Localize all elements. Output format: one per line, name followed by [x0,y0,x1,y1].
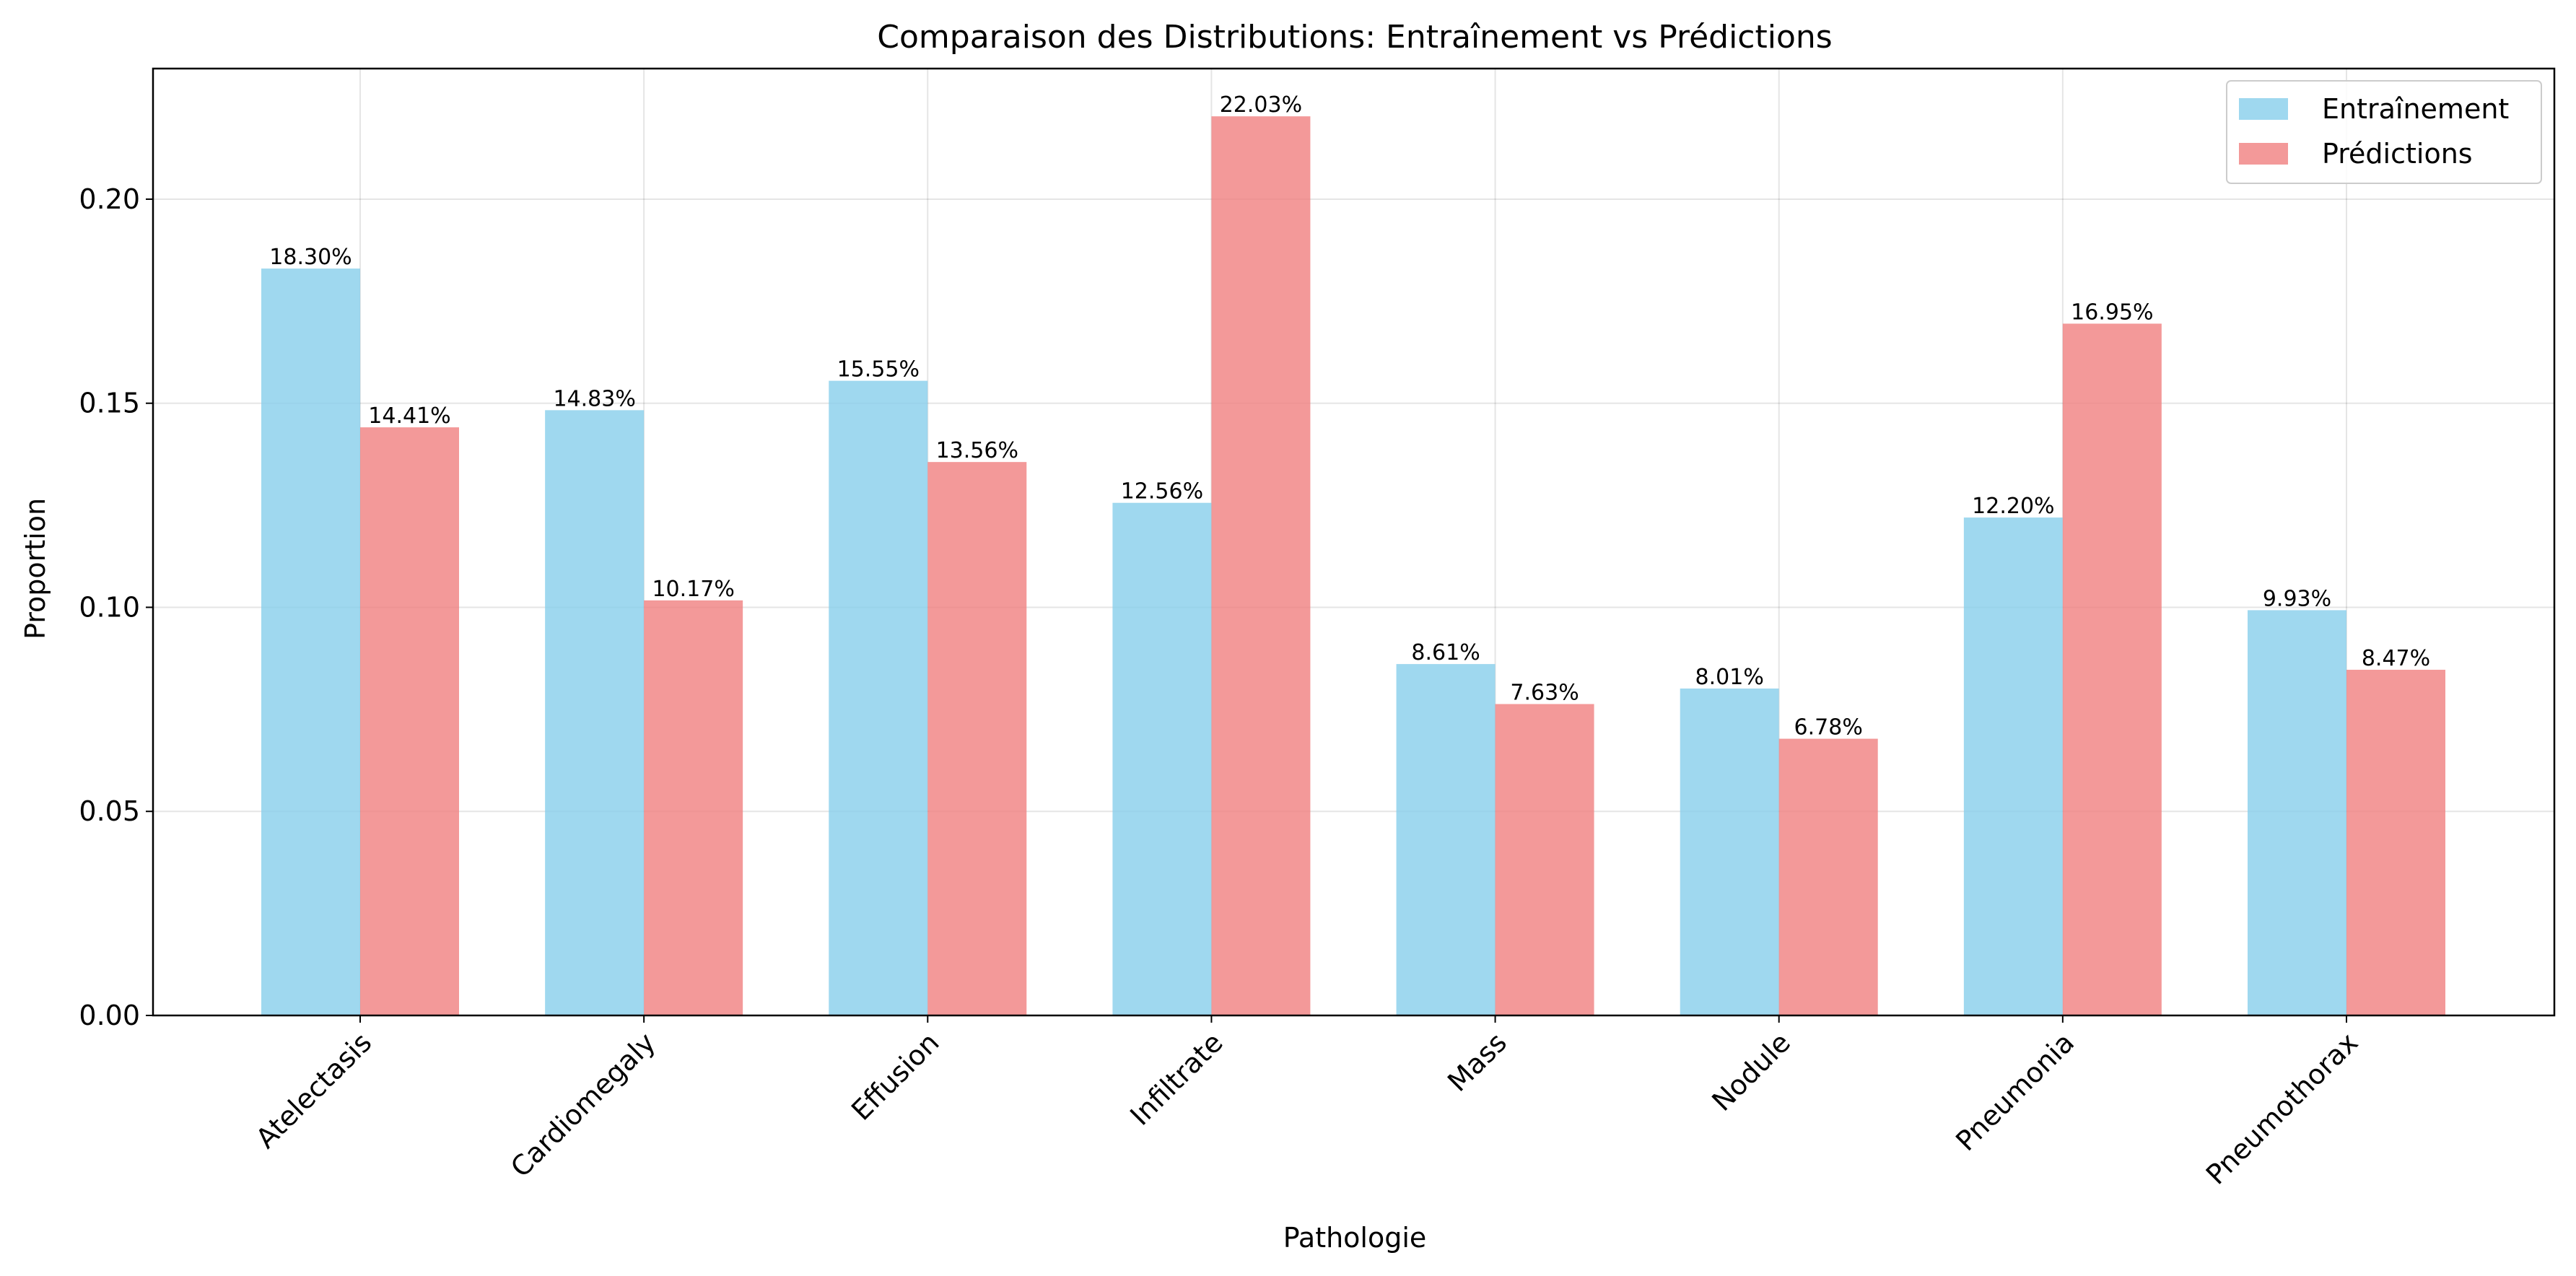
bar-predictions [644,600,743,1015]
y-tick-label: 0.15 [79,388,140,419]
y-tick-label: 0.05 [79,795,140,827]
legend-swatch-entrainement [2239,98,2288,120]
bar-predictions [2062,323,2162,1016]
data-label: 7.63% [1510,681,1579,706]
bar-entrainement [1396,664,1496,1015]
data-label: 8.47% [2362,646,2430,671]
plot-frame [152,67,2556,1017]
y-tick-label: 0.00 [79,1000,140,1031]
data-label: 9.93% [2263,586,2331,611]
data-label: 10.17% [652,577,734,602]
bar-entrainement [545,410,645,1015]
bar-entrainement [1963,517,2063,1015]
bar-predictions [1495,704,1594,1015]
y-tick-label: 0.20 [79,183,140,215]
data-label: 12.56% [1121,479,1203,504]
data-label: 22.03% [1220,92,1302,118]
data-label: 15.55% [837,357,920,383]
data-label: 8.61% [1411,640,1480,665]
legend: Entraînement Prédictions [2226,80,2542,184]
data-label: 12.20% [1972,494,2054,519]
bar-predictions [1211,116,1311,1015]
legend-box [2226,80,2542,184]
bar-predictions [1778,738,1878,1015]
data-label: 14.83% [553,386,635,411]
data-labels: 18.30% 14.83% 15.55% 12.56% 8.61% 8.01% 12.20%… [269,92,2430,740]
data-label: 14.41% [368,403,450,429]
bars [261,116,2445,1016]
bar-entrainement [2248,610,2346,1015]
bar-entrainement [261,268,360,1015]
y-axis-label: Proportion [19,498,51,639]
bar-predictions [927,462,1027,1015]
data-label: 8.01% [1695,665,1764,690]
data-label: 16.95% [2071,300,2153,325]
chart-title: Comparaison des Distributions: Entraînem… [877,19,1832,56]
legend-label-entrainement: Entraînement [2322,93,2509,125]
bar-entrainement [1680,689,1779,1015]
data-label: 18.30% [269,245,352,270]
legend-label-predictions: Prédictions [2322,138,2473,170]
x-axis-label: Pathologie [1283,1222,1427,1254]
bar-entrainement [1112,502,1212,1015]
data-label: 6.78% [1794,715,1863,740]
bar-entrainement [829,380,928,1015]
y-tick-label: 0.10 [79,591,140,623]
data-label: 13.56% [936,438,1018,463]
bar-predictions [2346,670,2445,1015]
legend-swatch-predictions [2239,143,2288,165]
bar-predictions [360,427,459,1015]
